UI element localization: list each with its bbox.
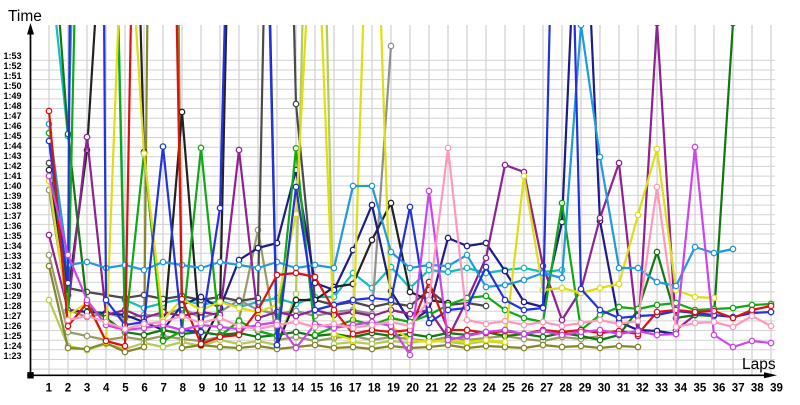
svg-text:24: 24 (483, 383, 496, 395)
svg-text:1:47: 1:47 (3, 111, 21, 121)
svg-text:1:52: 1:52 (3, 61, 21, 71)
svg-text:1:29: 1:29 (3, 291, 21, 301)
svg-text:31: 31 (617, 383, 630, 395)
svg-text:6: 6 (141, 383, 147, 395)
svg-text:3: 3 (84, 383, 90, 395)
svg-text:1:32: 1:32 (3, 261, 21, 271)
svg-text:1:31: 1:31 (3, 271, 21, 281)
svg-text:1:25: 1:25 (3, 331, 21, 341)
svg-text:26: 26 (521, 383, 534, 395)
svg-text:28: 28 (559, 383, 572, 395)
svg-text:1:24: 1:24 (3, 341, 21, 351)
svg-text:21: 21 (425, 383, 438, 395)
svg-text:35: 35 (694, 383, 707, 395)
svg-text:37: 37 (732, 383, 745, 395)
svg-text:12: 12 (253, 383, 266, 395)
svg-text:14: 14 (291, 383, 304, 395)
svg-text:8: 8 (180, 383, 187, 395)
svg-text:1:45: 1:45 (3, 131, 21, 141)
svg-text:23: 23 (464, 383, 477, 395)
svg-text:1:37: 1:37 (3, 211, 21, 221)
svg-text:1:42: 1:42 (3, 161, 21, 171)
svg-text:25: 25 (502, 383, 515, 395)
svg-text:1:26: 1:26 (3, 321, 21, 331)
svg-text:36: 36 (713, 383, 726, 395)
svg-text:1:53: 1:53 (3, 51, 21, 61)
svg-text:1:33: 1:33 (3, 251, 21, 261)
svg-text:30: 30 (598, 383, 611, 395)
svg-text:33: 33 (655, 383, 668, 395)
svg-text:1:49: 1:49 (3, 91, 21, 101)
svg-text:10: 10 (215, 383, 228, 395)
svg-text:1: 1 (46, 383, 53, 395)
svg-text:5: 5 (122, 383, 129, 395)
svg-text:7: 7 (160, 383, 166, 395)
svg-text:1:28: 1:28 (3, 301, 21, 311)
svg-text:1:30: 1:30 (3, 281, 21, 291)
svg-text:32: 32 (636, 383, 649, 395)
svg-text:1:38: 1:38 (3, 201, 21, 211)
svg-text:1:51: 1:51 (3, 71, 21, 81)
svg-text:39: 39 (770, 383, 783, 395)
svg-text:17: 17 (349, 383, 362, 395)
svg-text:1:36: 1:36 (3, 221, 21, 231)
svg-text:18: 18 (368, 383, 381, 395)
svg-text:2: 2 (65, 383, 71, 395)
svg-text:1:50: 1:50 (3, 81, 21, 91)
svg-text:1:43: 1:43 (3, 151, 21, 161)
svg-text:13: 13 (272, 383, 285, 395)
svg-text:1:44: 1:44 (3, 141, 21, 151)
svg-text:19: 19 (387, 383, 400, 395)
svg-text:Time: Time (8, 8, 42, 25)
svg-text:1:23: 1:23 (3, 351, 21, 361)
svg-text:1:48: 1:48 (3, 101, 21, 111)
svg-text:29: 29 (579, 383, 592, 395)
svg-text:16: 16 (330, 383, 343, 395)
svg-text:20: 20 (406, 383, 419, 395)
svg-text:1:39: 1:39 (3, 191, 21, 201)
svg-text:38: 38 (751, 383, 764, 395)
svg-text:9: 9 (199, 383, 205, 395)
svg-text:4: 4 (103, 383, 110, 395)
svg-text:1:41: 1:41 (3, 171, 21, 181)
svg-text:11: 11 (234, 383, 247, 395)
svg-text:Laps: Laps (742, 356, 776, 373)
svg-text:22: 22 (445, 383, 458, 395)
svg-text:1:35: 1:35 (3, 231, 21, 241)
svg-text:15: 15 (311, 383, 324, 395)
svg-text:1:27: 1:27 (3, 311, 21, 321)
svg-text:34: 34 (674, 383, 687, 395)
svg-text:1:34: 1:34 (3, 241, 21, 251)
svg-text:27: 27 (540, 383, 553, 395)
svg-text:1:40: 1:40 (3, 181, 21, 191)
svg-text:1:46: 1:46 (3, 121, 21, 131)
